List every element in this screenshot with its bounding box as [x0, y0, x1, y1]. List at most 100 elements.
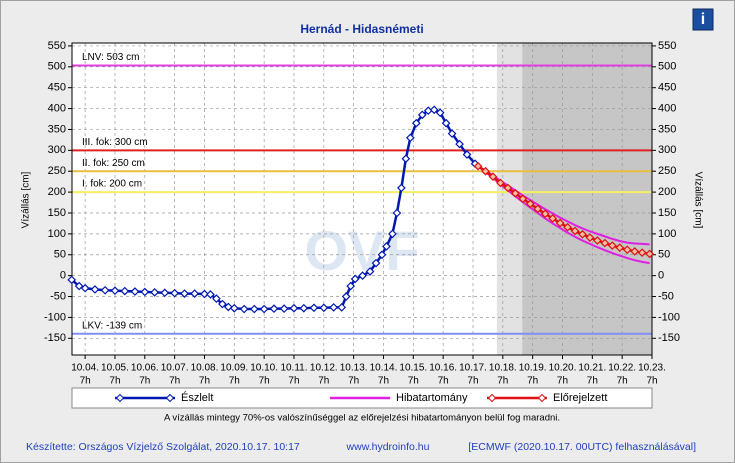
data-point — [100, 285, 110, 295]
y-tick-label: 400 — [48, 102, 66, 114]
y-tick-label: 200 — [48, 186, 66, 198]
y-tick-label: 150 — [48, 207, 66, 219]
x-tick-hour: 7h — [408, 376, 419, 387]
y2-tick-label: 150 — [658, 207, 676, 219]
y-tick-label: -150 — [44, 332, 66, 344]
y-tick-label: 100 — [48, 228, 66, 240]
x-tick-label: 10.20. — [549, 363, 577, 374]
y2-tick-label: 350 — [658, 123, 676, 135]
data-point — [358, 271, 367, 280]
data-point — [150, 288, 159, 297]
error-band-upper — [477, 165, 650, 246]
y-tick-label: -50 — [50, 290, 66, 302]
y-tick-label: -100 — [44, 311, 66, 323]
x-tick-hour: 7h — [557, 376, 568, 387]
data-point — [441, 118, 451, 128]
legend-marker — [165, 393, 175, 403]
x-tick-label: 10.07. — [161, 363, 189, 374]
data-point — [350, 274, 360, 284]
data-point — [392, 208, 402, 218]
data-point — [401, 154, 411, 164]
x-tick-label: 10.18. — [489, 363, 517, 374]
y2-tick-label: 50 — [658, 249, 670, 261]
data-point — [496, 178, 505, 188]
data-point — [140, 287, 150, 297]
info-icon[interactable]: i — [701, 11, 705, 28]
data-point — [170, 288, 179, 298]
level-label: II. fok: 250 cm — [82, 158, 145, 169]
y2-tick-label: 100 — [658, 228, 676, 240]
x-tick-hour: 7h — [617, 376, 628, 387]
data-point — [249, 304, 259, 314]
x-tick-label: 10.23. — [638, 363, 666, 374]
data-point — [309, 303, 319, 313]
data-point — [447, 129, 457, 138]
y2-tick-label: 450 — [658, 82, 676, 94]
data-point — [90, 285, 100, 294]
x-tick-hour: 7h — [199, 376, 210, 387]
x-tick-hour: 7h — [348, 376, 359, 387]
x-tick-hour: 7h — [438, 376, 449, 387]
forecast-shading — [522, 43, 652, 355]
data-point — [540, 209, 550, 219]
data-point — [289, 303, 299, 313]
data-point — [600, 238, 610, 248]
data-point — [371, 258, 381, 268]
x-tick-hour: 7h — [646, 376, 657, 387]
data-point — [80, 283, 90, 293]
x-tick-label: 10.16. — [429, 363, 457, 374]
info-button[interactable]: i — [692, 8, 714, 31]
x-tick-hour: 7h — [109, 376, 120, 387]
data-point — [180, 289, 189, 298]
data-point — [218, 299, 227, 309]
info-icon-box[interactable] — [692, 8, 714, 31]
y-axis-label: Vízállás [cm] — [21, 171, 32, 228]
data-point — [365, 267, 375, 276]
data-point — [74, 281, 84, 291]
data-point — [411, 118, 421, 128]
y-tick-label: 0 — [60, 270, 66, 282]
chart-title: Hernád - Hidasnémeti — [300, 22, 423, 36]
footer-author: Készítette: Országos Vízjelző Szolgálat,… — [26, 441, 300, 453]
y-tick-label: 300 — [48, 144, 66, 156]
data-point — [417, 110, 427, 120]
data-point — [481, 166, 490, 176]
data-point — [223, 302, 233, 312]
x-tick-label: 10.17. — [459, 363, 487, 374]
data-point — [337, 303, 347, 312]
level-label: LKV: -139 cm — [82, 320, 142, 331]
x-tick-label: 10.08. — [191, 363, 219, 374]
x-tick-hour: 7h — [587, 376, 598, 387]
footer-source: [ECMWF (2020.10.17. 00UTC) felhasználásá… — [468, 441, 696, 453]
x-tick-label: 10.10. — [250, 363, 278, 374]
data-point — [622, 245, 632, 255]
x-tick-hour: 7h — [318, 376, 329, 387]
data-point — [160, 288, 170, 298]
legend-label: Előrejelzett — [553, 392, 607, 404]
y2-tick-label: 550 — [658, 40, 676, 52]
legend-marker — [487, 393, 497, 403]
data-point — [455, 139, 464, 149]
y2-tick-label: -50 — [658, 290, 674, 302]
x-tick-hour: 7h — [169, 376, 180, 387]
data-point — [473, 161, 483, 171]
data-point — [435, 108, 445, 118]
x-tick-label: 10.14. — [370, 363, 398, 374]
note: A vízállás mintegy 70%-os valószínűségge… — [164, 413, 560, 424]
x-tick-label: 10.15. — [399, 363, 427, 374]
data-point — [593, 236, 602, 245]
y-tick-label: 450 — [48, 82, 66, 94]
x-tick-label: 10.05. — [101, 363, 129, 374]
y-tick-label: 550 — [48, 40, 66, 52]
y2-tick-label: 200 — [658, 186, 676, 198]
data-point — [110, 286, 120, 296]
data-point — [533, 204, 543, 214]
legend-label: Észlelt — [181, 391, 213, 404]
x-tick-label: 10.09. — [220, 363, 248, 374]
data-point — [120, 286, 130, 296]
footer-url: www.hydroinfo.hu — [346, 441, 430, 453]
data-point — [388, 229, 397, 239]
x-tick-hour: 7h — [288, 376, 299, 387]
data-point — [382, 242, 391, 251]
data-point — [548, 214, 557, 223]
